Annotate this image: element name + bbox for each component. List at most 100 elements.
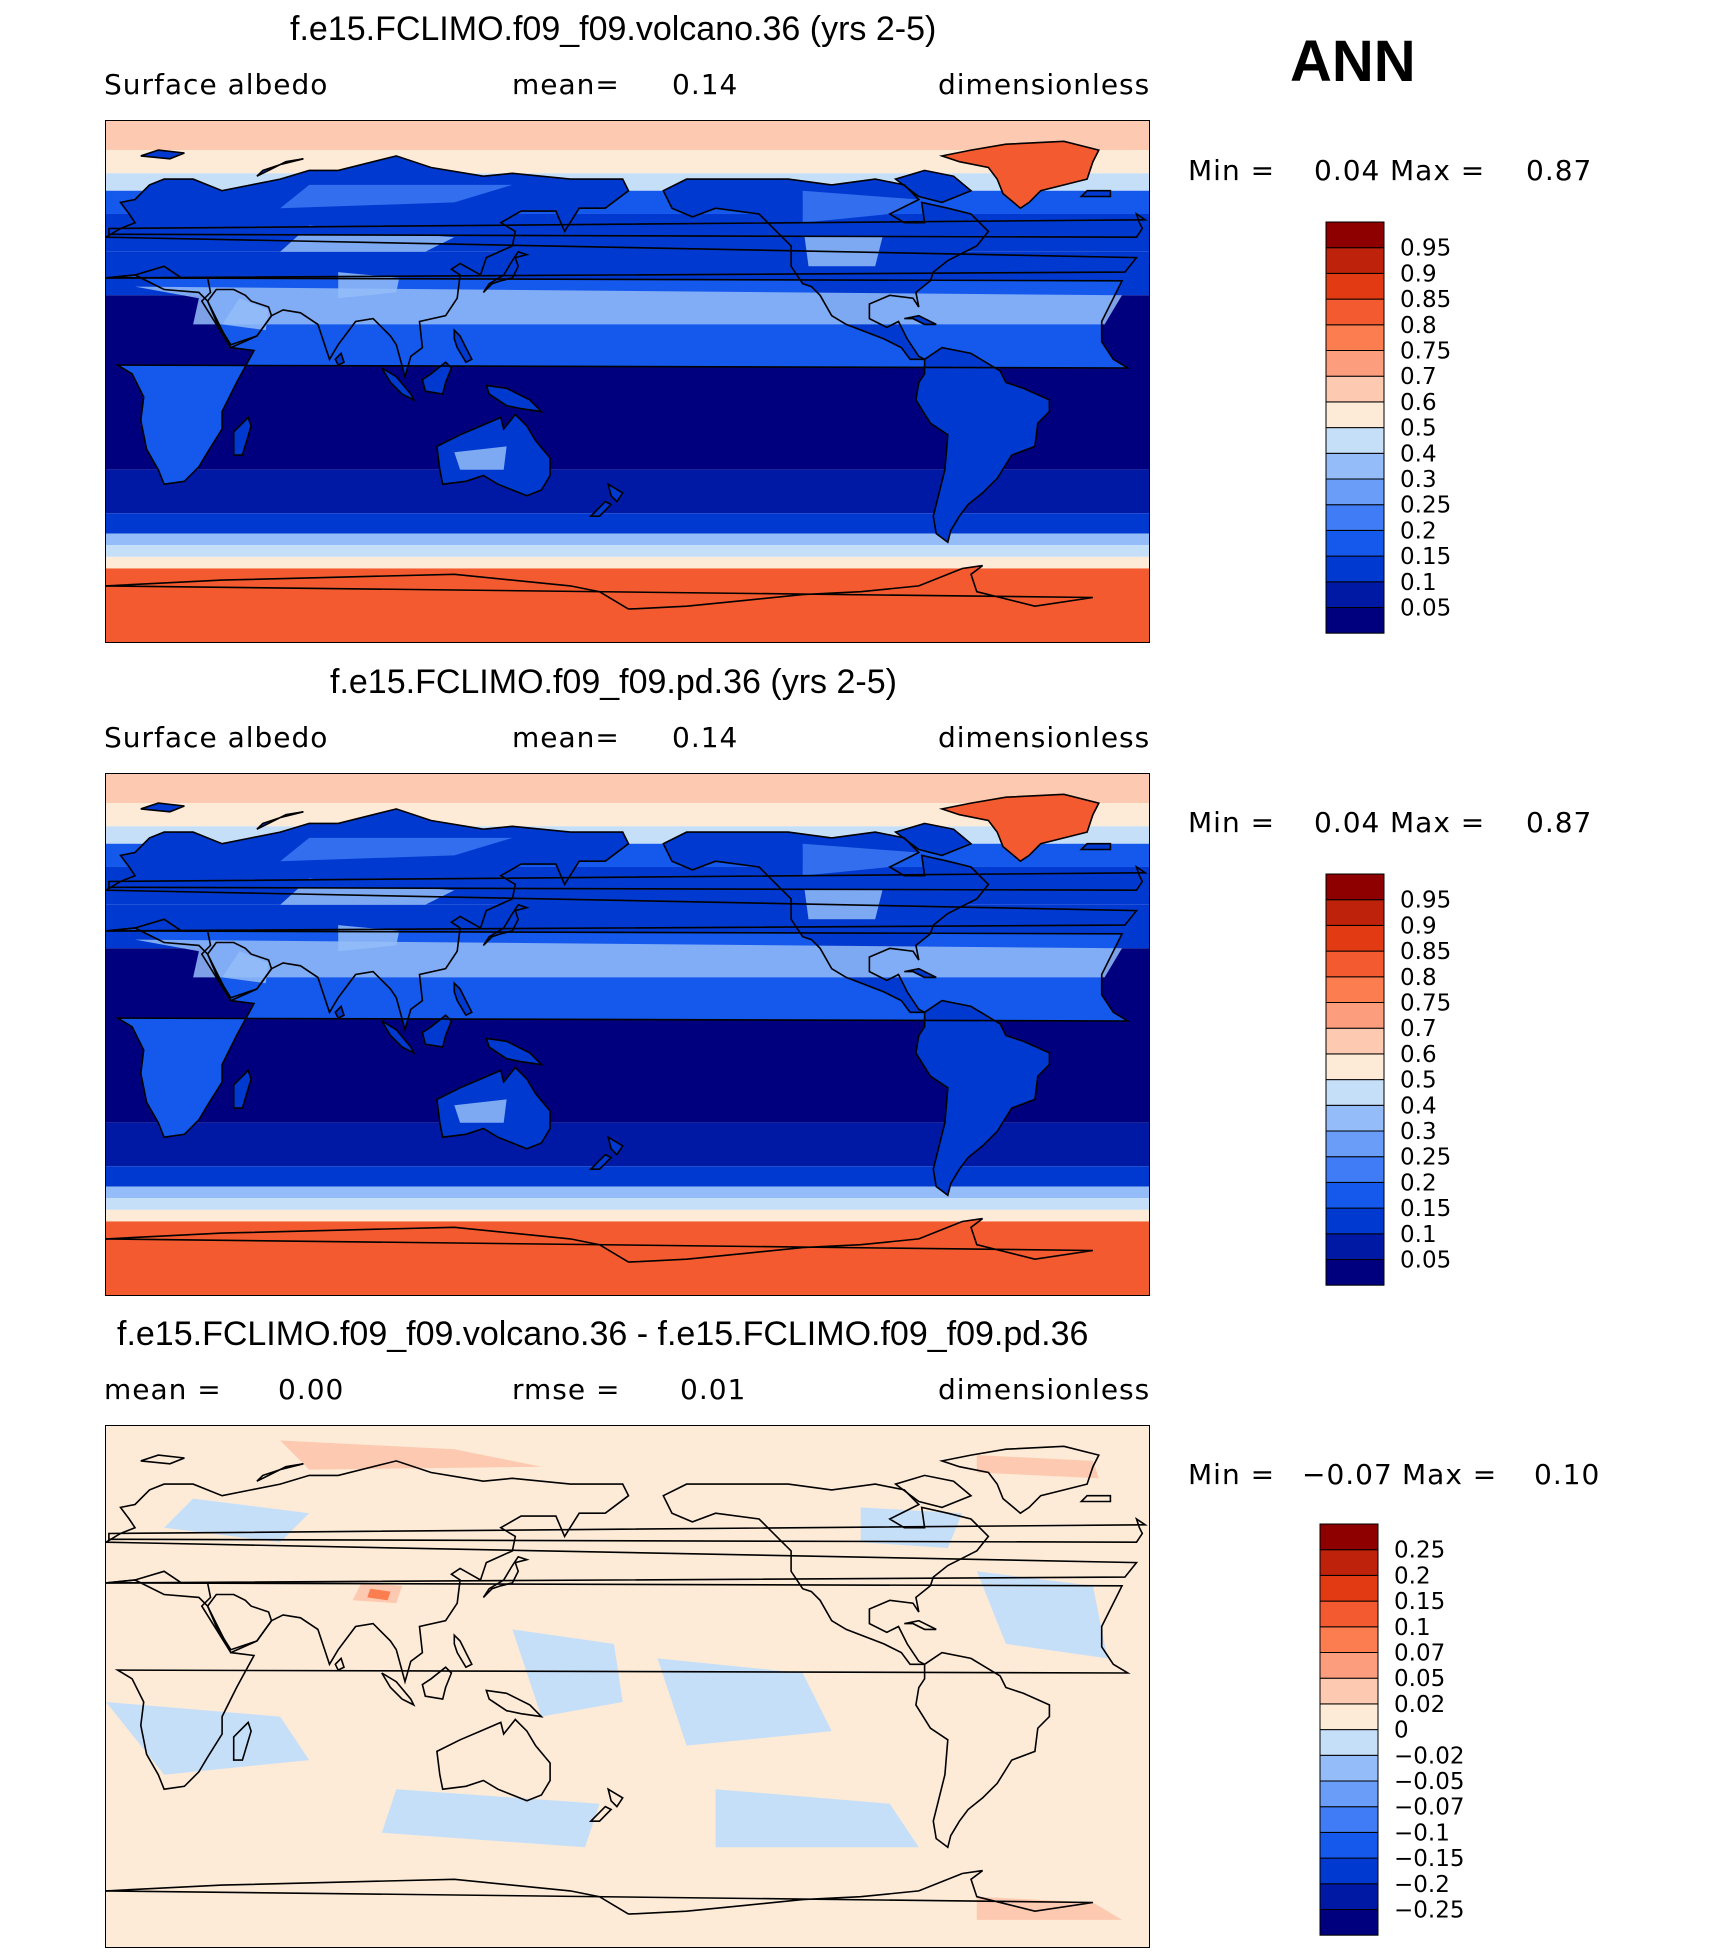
panel-2-island-iceland [1081,843,1111,850]
panel-3-coastline-africa [106,1579,1131,1791]
panel-3-colorbar-tick-label: 0.25 [1394,1538,1445,1564]
panel-2-island-philippines [454,983,472,1016]
panel-1-coastline-sri-lanka [334,351,345,367]
panel-3-colorbar-tick-label: −0.1 [1394,1820,1450,1846]
panel-1-colorbar-tick-label: 0.1 [1400,570,1437,596]
panel-3-colorbar-box [1319,1549,1379,1576]
panel-1-coastline-philippines [453,328,473,364]
panel-1-colorbar-box [1325,221,1385,249]
panel-1-colorbar-box [1325,452,1385,480]
panel-1-coastline-south-america [915,346,1051,544]
panel-1-coastline-antarctica-w [106,564,1094,610]
panel-2-colorbar-box [1325,1053,1385,1081]
panel-2-colorbar-box [1325,976,1385,1004]
panel-1-island-iceland [1081,190,1111,197]
panel-1-colorbar-tick-label: 0.15 [1400,544,1451,570]
panel-3-coastline-cuba [904,1619,937,1631]
panel-3-coastline-nz-s [588,1805,613,1822]
panel-2-coastline-iceland [1079,842,1112,851]
panel-2-colorbar-tick-label: 0.95 [1400,888,1451,914]
panel-2-coastline-madagascar [232,1068,252,1109]
panel-2-coastline-new-guinea [485,1037,544,1066]
panel-3-colorbar-tick-label: 0.1 [1394,1615,1431,1641]
panel-1-colorbar-tick-label: 0.3 [1400,467,1437,493]
panel-3-colorbar-tick-label: 0 [1394,1718,1409,1744]
panel-1-min-value: 0.04 [1314,154,1381,187]
panel-3-min-label: Min = [1188,1458,1276,1491]
panel-1-max-label: Max = [1390,154,1486,187]
panel-1-island-philippines [454,330,472,363]
panel-1-snow-region [802,190,919,223]
panel-1-colorbar-tick-label: 0.9 [1400,261,1437,287]
panel-1-coastline-japan [482,250,530,293]
panel-2-map [105,773,1150,1296]
panel-3-colorbar-tick-label: 0.15 [1394,1589,1445,1615]
panel-3-colorbar-box [1319,1523,1379,1551]
panel-3-coastline-svalbard [140,1454,185,1465]
panel-1-colorbar-box [1325,529,1385,557]
panel-2-colorbar-tick-label: 0.2 [1400,1170,1437,1196]
panel-1-snow-region [280,184,513,209]
panel-3-rmse-value: 0.01 [680,1373,747,1406]
panel-2-island-madagascar [233,1070,252,1109]
panel-3-coastline-eurasia [106,1460,1139,1685]
panel-2-variable-label: Surface albedo [104,721,329,754]
panel-2-coastline-north-america [662,831,990,1014]
panel-2-island-baffin [895,823,971,856]
panel-1-colorbar-tick-label: 0.6 [1400,390,1437,416]
panel-3-colorbar-box [1319,1883,1379,1910]
panel-1-colorbar-tick-label: 0.2 [1400,518,1437,544]
panel-1-colorbar-box [1325,555,1385,583]
panel-3-colorbar: −0.25 −0.2 −0.15 −0.1 −0.07 −0.05 −0.02 0 0.02 0.… [1319,1523,1480,1936]
panel-2-colorbar: 0.05 0.1 0.15 0.2 0.25 0.3 0.4 0.5 0.6 0.7 0.75 0.8… [1325,873,1486,1286]
panel-2-colorbar-tick-label: 0.5 [1400,1068,1437,1094]
panel-2-island-uk [108,867,1146,891]
panel-2-coastline-japan [482,903,530,946]
panel-1-map [105,120,1150,643]
panel-2-coastline-cuba [904,967,937,979]
panel-3-colorbar-tick-label: 0.2 [1394,1563,1431,1589]
panel-2-coastline-australia [436,1066,551,1150]
panel-1-island-madagascar [233,417,252,456]
panel-2-snow-region [802,843,919,876]
panel-3-coastline-sri-lanka [334,1656,345,1672]
panel-1-land-antarctica-w [106,565,1093,642]
panel-1-coastline-africa [106,274,1131,486]
panel-3-coastline-madagascar [232,1720,252,1761]
panel-3-coastline-novaya [256,1463,304,1482]
panel-2-colorbar-tick-label: 0.4 [1400,1093,1437,1119]
panel-1-colorbar-box [1325,350,1385,377]
panel-2-land-greenland [942,794,1099,862]
panel-2-island-nz-s [590,1154,612,1170]
panel-2-colorbar-svg: 0.050.10.150.20.250.30.40.50.60.70.750.8… [1325,873,1451,1286]
panel-1-units-label: dimensionless [938,68,1151,101]
panel-2-coastline-nz-n [606,1135,624,1156]
panel-2-title: f.e15.FCLIMO.f09_f09.pd.36 (yrs 2-5) [330,663,897,701]
panel-3-coastline-borneo [421,1666,453,1701]
panel-2-coastline-novaya [256,811,304,830]
panel-2-colorbar-tick-label: 0.6 [1400,1042,1437,1068]
panel-2-colorbar-tick-label: 0.1 [1400,1222,1437,1248]
panel-3-colorbar-box [1319,1677,1379,1705]
panel-2-coastline-sri-lanka [334,1004,345,1020]
panel-2-coastline-antarctica-w [106,1217,1094,1263]
panel-3-coastline-arabia [206,1593,273,1651]
panel-3-mean-value: 0.00 [278,1373,345,1406]
panel-1-ocean-band [106,533,1149,546]
panel-1-coastline-borneo [421,361,453,396]
panel-3-colorbar-tick-label: −0.2 [1394,1872,1450,1898]
panel-3-colorbar-box [1319,1574,1379,1602]
panel-2-coastline-africa [106,927,1131,1139]
panel-3-coastline-greenland [938,1445,1100,1515]
panel-2-coastline-nz-s [588,1153,613,1170]
panel-2-high-albedo-region [135,939,1122,978]
panel-3-colorbar-tick-label: −0.02 [1394,1743,1464,1769]
panel-1-colorbar-box [1325,375,1385,403]
panel-1-colorbar-box [1325,401,1385,429]
panel-2-colorbar-box [1325,1130,1385,1158]
panel-1-coastline-nz-n [606,482,624,503]
panel-1-coastline-arabia [206,288,273,346]
panel-3-max-value: 0.10 [1534,1458,1601,1491]
panel-1-island-baffin [895,170,971,203]
